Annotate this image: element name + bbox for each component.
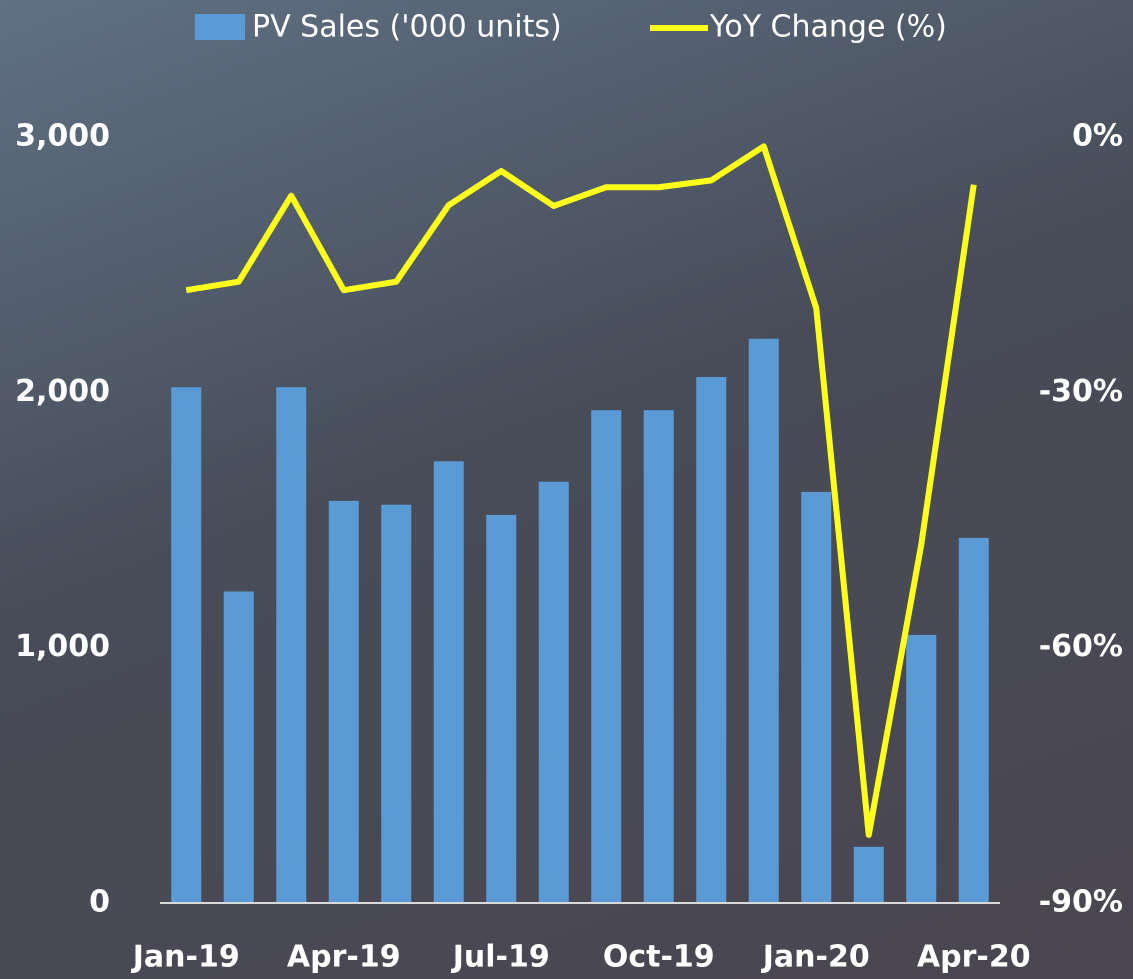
bar	[958, 537, 989, 903]
bar	[591, 410, 622, 903]
x-tick-label: Apr-20	[917, 940, 1031, 975]
y-tick-label: 1,000	[15, 629, 110, 664]
x-tick-label: Apr-19	[287, 940, 401, 975]
bar	[381, 504, 412, 903]
y2-tick-label: -60%	[1039, 629, 1123, 664]
bar	[643, 410, 674, 903]
y-tick-label: 0	[89, 885, 110, 920]
y2-tick-label: 0%	[1072, 119, 1123, 154]
bar	[276, 387, 307, 903]
bar	[538, 481, 569, 903]
bar	[486, 514, 517, 903]
bar	[801, 491, 832, 903]
bar	[696, 377, 727, 904]
bar	[433, 461, 464, 903]
x-tick-label: Oct-19	[603, 940, 715, 975]
bar	[171, 387, 202, 903]
bar	[853, 846, 884, 903]
legend-label: PV Sales ('000 units)	[252, 10, 562, 45]
bar	[328, 500, 359, 903]
line	[185, 143, 977, 838]
x-tick-label: Jul-19	[451, 940, 550, 975]
x-tick-label: Jan-19	[131, 940, 240, 975]
legend-swatch	[195, 14, 245, 40]
bar	[223, 591, 254, 903]
bar	[906, 634, 937, 903]
y-tick-label: 2,000	[15, 374, 110, 409]
y2-tick-label: -30%	[1039, 374, 1123, 409]
bar	[748, 338, 779, 903]
legend-label: YoY Change (%)	[709, 10, 947, 45]
y-tick-label: 3,000	[15, 119, 110, 154]
x-tick-label: Jan-20	[761, 940, 870, 975]
y2-tick-label: -90%	[1039, 885, 1123, 920]
